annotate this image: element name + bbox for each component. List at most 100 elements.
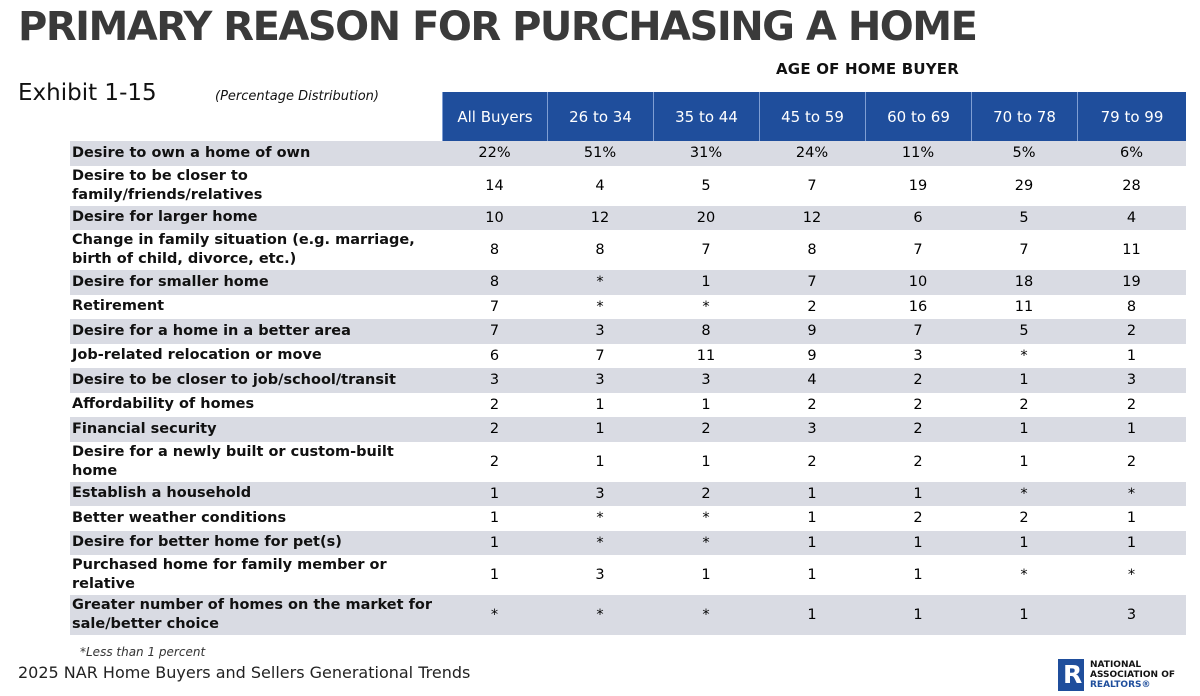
table-cell: 7 [701, 242, 711, 258]
row-label: Financial security [70, 417, 442, 442]
table-cell: 5 [701, 177, 711, 194]
row-label: Better weather conditions [72, 509, 287, 526]
row-label: Establish a household [70, 481, 442, 506]
table-row: Greater number of homes on the market fo… [70, 595, 1186, 635]
table-cell: 3 [442, 368, 547, 393]
table-row: Desire for smaller home 8 * 1 7 10 18 19 [70, 270, 1186, 295]
table-cell: 8 [653, 319, 759, 344]
table-cell: 1 [971, 530, 1077, 555]
table-cell: 2 [807, 298, 817, 315]
row-label: Desire to own a home of own [70, 141, 442, 166]
table-cell: 7 [595, 347, 605, 364]
table-row: Better weather conditions 1 * * 1 2 2 1 [70, 506, 1186, 531]
table-row: Desire for a newly built or custom-built… [70, 442, 1186, 482]
table-cell: 1 [865, 530, 971, 555]
column-header: 26 to 34 [547, 92, 653, 141]
column-header: 79 to 99 [1077, 92, 1186, 141]
table-cell: 1 [971, 417, 1077, 442]
row-label: Desire to be closer to job/school/transi… [70, 368, 442, 393]
row-label: Desire for larger home [70, 205, 442, 230]
table-cell: 7 [489, 298, 500, 315]
table-cell: 2 [865, 417, 971, 442]
table-cell: 2 [442, 417, 547, 442]
table-cell: * [547, 530, 653, 555]
table-cell: * [702, 510, 710, 527]
table-cell: 1 [1126, 347, 1137, 364]
table-cell: 6 [865, 205, 971, 230]
table-cell: 3 [595, 567, 605, 583]
column-header: 35 to 44 [653, 92, 759, 141]
table-cell: 1 [807, 510, 817, 527]
table-cell: 2 [489, 453, 500, 470]
table-cell: 1 [759, 530, 865, 555]
table-cell: 16 [908, 298, 928, 315]
table-cell: 1 [595, 453, 605, 470]
age-of-home-buyer-header: AGE OF HOME BUYER [776, 60, 959, 78]
table-cell: 5% [971, 141, 1077, 166]
table-cell: 1 [971, 595, 1077, 635]
table-cell: 1 [759, 481, 865, 506]
table-cell: 11% [865, 141, 971, 166]
source-line: 2025 NAR Home Buyers and Sellers Generat… [18, 663, 471, 682]
table-cell: 2 [913, 396, 923, 413]
table-row: Establish a household 1 3 2 1 1 * * [70, 481, 1186, 506]
table-cell: * [547, 270, 653, 295]
table-cell: 12 [759, 205, 865, 230]
table-cell: 1 [489, 567, 500, 583]
table-cell: 1 [653, 270, 759, 295]
table-row: Retirement 7 * * 2 16 11 8 [70, 295, 1186, 320]
row-label: Desire for better home for pet(s) [70, 530, 442, 555]
table-cell: 7 [865, 319, 971, 344]
table-cell: 1 [547, 417, 653, 442]
table-cell: * [1127, 567, 1136, 583]
table-cell: 1 [1126, 510, 1137, 527]
row-label: Change in family situation (e.g. marriag… [72, 232, 415, 267]
table-cell: 11 [1014, 298, 1034, 315]
table-cell: 2 [1019, 510, 1029, 527]
table-cell: 2 [913, 453, 923, 470]
table-cell: 1 [1019, 453, 1029, 470]
table-row: Desire for larger home 10 12 20 12 6 5 4 [70, 205, 1186, 230]
table-cell: 7 [913, 242, 923, 258]
table-cell: 51% [547, 141, 653, 166]
table-cell: 2 [865, 368, 971, 393]
table-cell: * [547, 595, 653, 635]
table-cell: * [653, 595, 759, 635]
table-cell: 3 [547, 319, 653, 344]
table-cell: 5 [971, 205, 1077, 230]
table-cell: 1 [807, 567, 817, 583]
table-cell: 11 [696, 347, 716, 364]
row-label: Affordability of homes [72, 396, 255, 413]
table-cell: 1 [865, 481, 971, 506]
table-cell: 3 [759, 417, 865, 442]
row-label: Desire to be closer to family/friends/re… [72, 167, 263, 203]
table-cell: 9 [807, 347, 817, 364]
table-cell: 28 [1122, 177, 1141, 194]
table-cell: * [1020, 347, 1028, 364]
table-cell: 1 [595, 396, 605, 413]
table-cell: 3 [547, 481, 653, 506]
table-cell: 2 [1019, 396, 1029, 413]
row-label: Desire for a home in a better area [70, 319, 442, 344]
table-cell: 5 [971, 319, 1077, 344]
table-cell: 7 [442, 319, 547, 344]
table-cell: 6% [1077, 141, 1186, 166]
table-cell: 3 [547, 368, 653, 393]
table-cell: 19 [908, 177, 928, 194]
row-label: Desire for a newly built or custom-built… [72, 443, 394, 479]
table-cell: 4 [595, 177, 605, 194]
table-cell: 18 [971, 270, 1077, 295]
table-cell: 10 [865, 270, 971, 295]
table-cell: 1 [913, 567, 923, 583]
footnote: *Less than 1 percent [80, 645, 206, 659]
logo-wordmark: NATIONAL ASSOCIATION OF REALTORS® [1090, 660, 1175, 690]
table-cell: 20 [653, 205, 759, 230]
table-cell: 3 [913, 347, 923, 364]
table-cell: 8 [1126, 298, 1137, 315]
table-row: Change in family situation (e.g. marriag… [70, 230, 1186, 270]
table-cell: 1 [1077, 417, 1186, 442]
table-row: Job-related relocation or move 6 7 11 9 3 * 1 [70, 344, 1186, 369]
page-title: PRIMARY REASON FOR PURCHASING A HOME [18, 4, 978, 50]
table-cell: 1 [701, 453, 711, 470]
table-row: Affordability of homes 2 1 1 2 2 2 2 [70, 393, 1186, 418]
